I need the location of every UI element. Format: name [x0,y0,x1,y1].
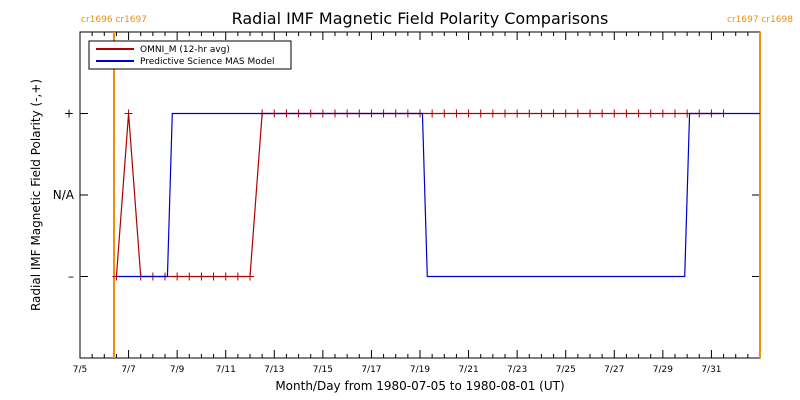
data-series [112,109,760,281]
x-tick-label: 7/17 [361,365,381,375]
plot-frame [79,31,761,359]
omni-data-point [124,109,133,118]
omni-data-point [452,109,461,118]
omni-data-point [501,109,509,118]
omni-data-point [464,109,473,118]
x-tick-label: 7/25 [556,365,576,375]
omni-data-point [185,272,194,281]
carrington-label: cr1696 cr1697 [81,15,147,25]
x-tick-label: 7/9 [170,365,185,375]
omni-data-point [233,272,242,281]
x-tick-label: 7/15 [313,365,333,375]
legend-label-mas: Predictive Science MAS Model [140,57,275,67]
omni-data-point [525,109,534,118]
legend-label-omni: OMNI_M (12-hr avg) [140,45,230,55]
omni-data-point [561,109,570,118]
omni-data-point [646,109,655,118]
x-tick-label: 7/31 [701,365,721,375]
omni-series-line [115,112,724,278]
plot-axes: 7/5 7/7 7/9 7/11 7/13 7/15 7/17 7/19 7/21 7/23 7/2… [53,31,761,375]
omni-data-point [246,272,254,281]
omni-data-point [622,109,631,118]
omni-data-point [634,109,643,118]
omni-data-point [221,272,230,281]
x-tick-label: 7/27 [604,365,624,375]
y-axis-label: Radial IMF Magnetic Field Polarity (-,+) [29,79,43,311]
x-tick-label: 7/7 [121,365,135,375]
carrington-markers: cr1696 cr1697 cr1697 cr1698 [81,15,793,358]
omni-data-point [671,109,679,118]
mas-series-line [116,112,760,278]
omni-data-point [573,109,582,118]
legend: OMNI_M (12-hr avg) Predictive Science MA… [88,40,292,70]
omni-data-point [549,109,558,118]
omni-data-point [513,109,522,118]
chart-title: Radial IMF Magnetic Field Polarity Compa… [232,9,609,28]
omni-data-point [537,109,546,118]
omni-data-point [428,109,437,118]
x-tick-label: 7/11 [216,365,236,375]
omni-data-point [598,109,607,118]
x-tick-label: 7/5 [73,365,87,375]
omni-data-point [586,109,594,118]
legend-box [88,40,292,70]
omni-data-point [658,109,667,118]
y-tick-label: N/A [53,188,75,202]
x-tick-label: 7/29 [653,365,673,375]
y-tick-label: – [68,270,74,284]
omni-data-point [610,109,619,118]
omni-data-point [440,109,449,118]
omni-data-point [209,272,218,281]
omni-data-point [173,272,182,281]
omni-data-point [488,109,497,118]
x-axis-label: Month/Day from 1980-07-05 to 1980-08-01 … [275,379,564,393]
omni-data-point [197,272,206,281]
omni-data-point [476,109,485,118]
x-tick-label: 7/23 [507,365,527,375]
x-tick-label: 7/21 [458,365,478,375]
y-tick-label: + [64,107,74,121]
x-tick-label: 7/13 [264,365,284,375]
x-tick-label: 7/19 [410,365,430,375]
carrington-label: cr1697 cr1698 [727,15,793,25]
